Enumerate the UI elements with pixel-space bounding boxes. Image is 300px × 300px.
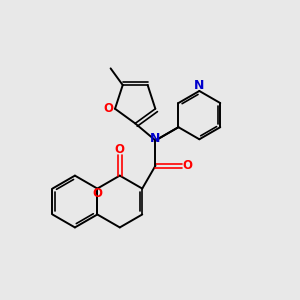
Text: O: O — [115, 143, 125, 156]
Text: O: O — [92, 188, 102, 200]
Text: O: O — [103, 102, 113, 115]
Text: O: O — [182, 159, 192, 172]
Text: N: N — [194, 79, 205, 92]
Text: N: N — [150, 133, 161, 146]
